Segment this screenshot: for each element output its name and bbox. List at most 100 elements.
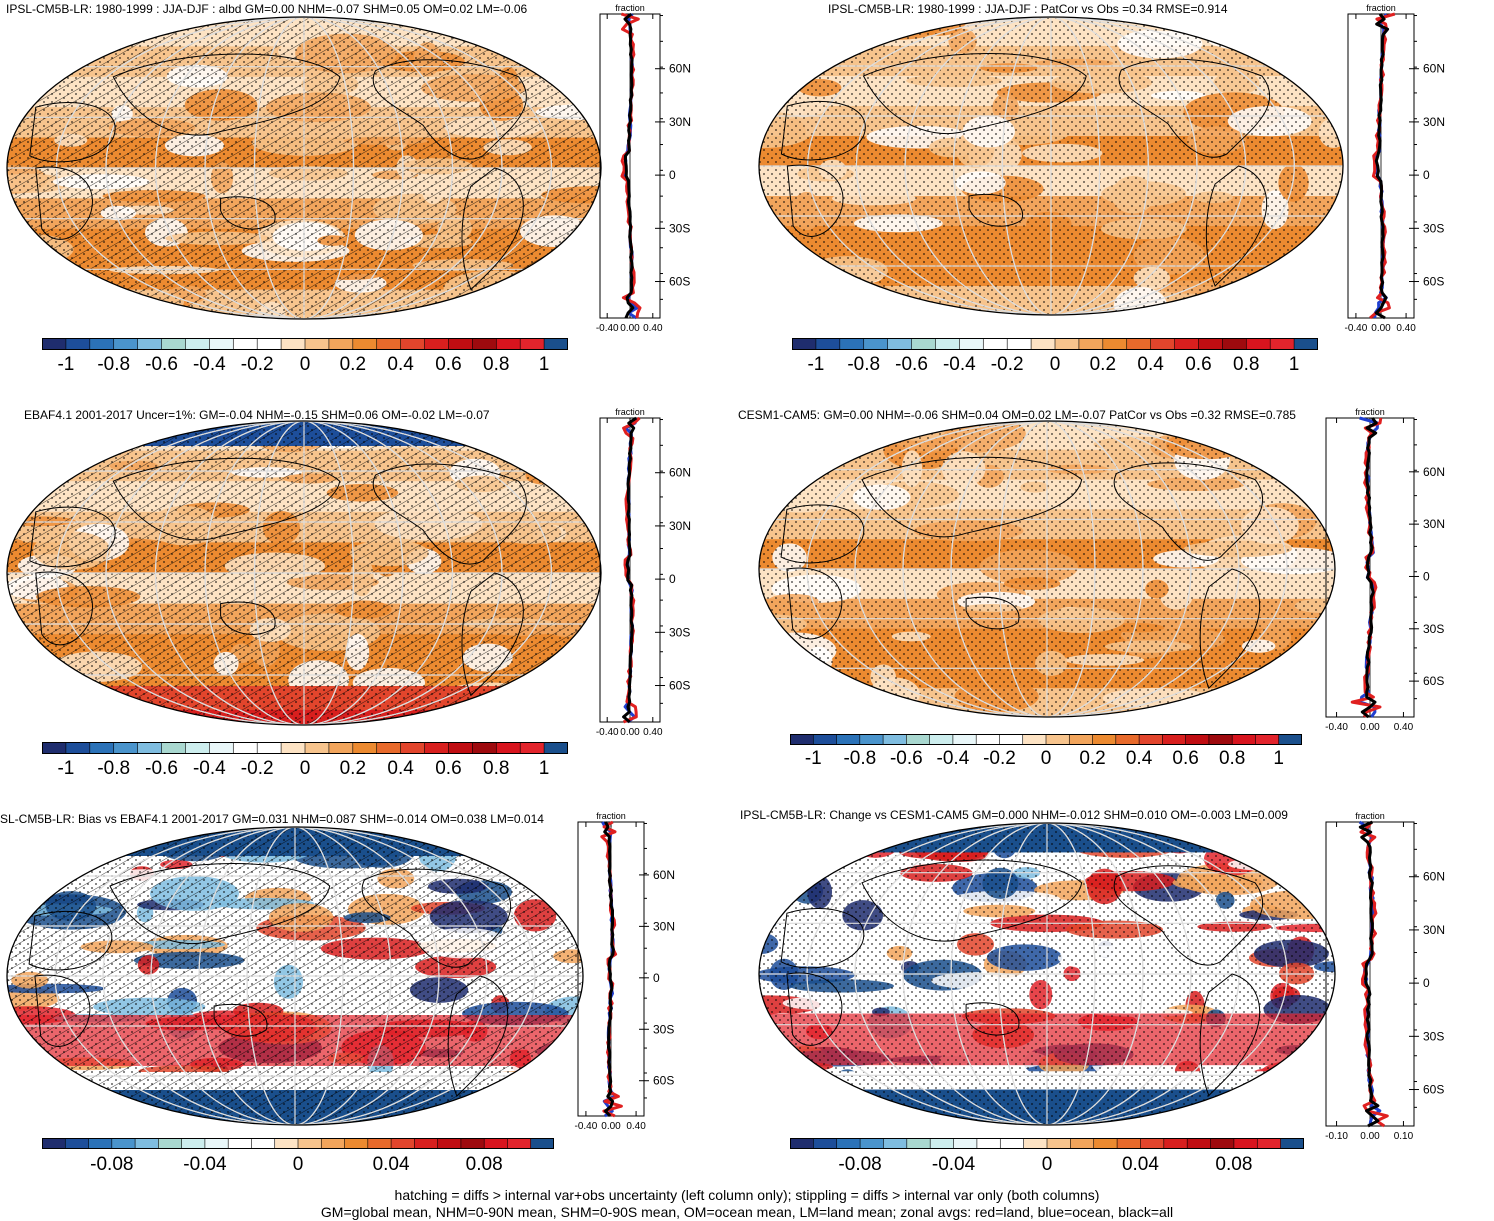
- albedo-change-map: [758, 822, 1336, 1126]
- zonal-lat-tick: 60S: [669, 275, 690, 289]
- colorbar-box: [952, 734, 977, 745]
- colorbar-box: [65, 1138, 90, 1149]
- colorbar-box: [1140, 1138, 1165, 1149]
- colorbar-labels: -0.08 -0.04 0 0.04 0.08: [790, 1154, 1304, 1176]
- colorbar-label: 1: [538, 758, 550, 779]
- zonal-lat-tick: 30N: [1423, 923, 1445, 937]
- zonal-lat-tick: 60N: [669, 466, 691, 480]
- colorbar-box: [111, 1138, 136, 1149]
- colorbar-label: -0.2: [983, 748, 1016, 769]
- zonal-axis-label: fraction: [1355, 407, 1385, 417]
- colorbar-box: [520, 742, 545, 754]
- zonal-lat-tick: 60S: [1423, 275, 1444, 289]
- colorbar-box: [1163, 1138, 1188, 1149]
- colorbar-box: [1047, 1138, 1071, 1149]
- colorbar: [42, 742, 568, 754]
- colorbar-label: 0.8: [1218, 748, 1246, 769]
- colorbar-box: [42, 338, 67, 350]
- colorbar-box: [251, 1138, 276, 1149]
- colorbar-box: [88, 1138, 113, 1149]
- zonal-x-tick: 0.40: [1396, 323, 1416, 334]
- colorbar-box: [1246, 338, 1271, 350]
- colorbar-box: [414, 1138, 439, 1149]
- colorbar-box: [1222, 338, 1247, 350]
- colorbar-box: [906, 734, 931, 745]
- colorbar-box: [1000, 1138, 1025, 1149]
- colorbar-box: [484, 1138, 508, 1149]
- colorbar-box: [860, 1138, 884, 1149]
- colorbar-box: [328, 338, 354, 350]
- zonal-axis-label: fraction: [1355, 811, 1385, 821]
- colorbar-box: [1187, 1138, 1212, 1149]
- colorbar-box: [1022, 734, 1047, 745]
- colorbar-labels: -1 -0.8 -0.6 -0.4 -0.2 0 0.2 0.4 0.6 0.8 1: [790, 748, 1302, 770]
- colorbar-label: -1: [57, 758, 75, 779]
- zonal-curve: [622, 416, 638, 724]
- colorbar-box: [1139, 734, 1163, 745]
- colorbar: [790, 734, 1302, 745]
- colorbar-box: [158, 1138, 183, 1149]
- colorbar-box: [1023, 1138, 1048, 1149]
- colorbar-labels: -1 -0.8 -0.6 -0.4 -0.2 0 0.2 0.4 0.6 0.8 1: [42, 354, 568, 376]
- albedo-map: [6, 420, 602, 726]
- colorbar-box: [1270, 338, 1295, 350]
- zonal-x-tick: -0.40: [596, 727, 619, 738]
- colorbar-label: -0.2: [240, 758, 274, 779]
- colorbar-label: -0.8: [97, 354, 131, 375]
- colorbar: [42, 1138, 554, 1149]
- colorbar-label: -0.04: [183, 1154, 227, 1175]
- colorbar-box: [400, 742, 426, 754]
- colorbar-box: [305, 338, 330, 350]
- colorbar-box: [135, 1138, 159, 1149]
- colorbar: [42, 338, 568, 350]
- colorbar-box: [460, 1138, 485, 1149]
- colorbar-label: 1: [1288, 354, 1300, 375]
- colorbar-box: [298, 1138, 322, 1149]
- colorbar-box: [1255, 734, 1280, 745]
- colorbar-box: [1031, 338, 1056, 350]
- zonal-lat-tick: 30S: [669, 625, 690, 639]
- colorbar-box: [1162, 734, 1187, 745]
- zonal-lat-tick: 60S: [1423, 1083, 1444, 1097]
- colorbar-label: -0.8: [843, 748, 877, 769]
- zonal-x-tick: 0.40: [643, 727, 663, 738]
- colorbar-label: -0.8: [847, 354, 881, 375]
- colorbar-box: [352, 338, 378, 350]
- colorbar-box: [42, 742, 67, 754]
- zonal-curve: [1358, 820, 1380, 1128]
- colorbar-box: [790, 1138, 814, 1149]
- colorbar-box: [209, 742, 234, 754]
- colorbar-label: -1: [807, 354, 825, 375]
- zonal-lat-tick: 30N: [653, 919, 675, 933]
- colorbar: [790, 1138, 1304, 1149]
- colorbar-box: [887, 338, 913, 350]
- colorbar-label: 0.6: [1172, 748, 1199, 769]
- zonal-axis-label: fraction: [615, 407, 645, 417]
- colorbar-box: [815, 338, 841, 350]
- colorbar-label: 0.8: [483, 354, 510, 375]
- colorbar-box: [911, 338, 936, 350]
- colorbar-box: [233, 742, 258, 754]
- zonal-lat-tick: 0: [669, 168, 676, 182]
- zonal-lat-tick: 30S: [1423, 221, 1444, 235]
- panel-title: IPSL-CM5B-LR: 1980-1999 : JJA-DJF : PatC…: [828, 2, 1228, 16]
- colorbar-label: 0.2: [339, 354, 367, 375]
- colorbar-label: 0.08: [1215, 1154, 1253, 1175]
- colorbar-box: [1078, 338, 1104, 350]
- colorbar-label: -0.4: [192, 354, 226, 375]
- colorbar-box: [544, 742, 568, 754]
- colorbar-box: [930, 1138, 955, 1149]
- zonal-lat-tick: 0: [1423, 976, 1430, 990]
- colorbar-label: 0.2: [339, 758, 367, 779]
- zonal-lat-tick: 0: [1423, 569, 1430, 583]
- panel-title: IPSL-CM5B-LR: Change vs CESM1-CAM5 GM=0.…: [740, 808, 1288, 822]
- zonal-lat-tick: 30S: [653, 1022, 674, 1036]
- colorbar-label: 1: [538, 354, 550, 375]
- colorbar-box: [281, 742, 306, 754]
- colorbar-label: 0.04: [1121, 1154, 1159, 1175]
- zonal-axis-label: fraction: [615, 3, 645, 13]
- zonal-lat-tick: 30N: [1423, 115, 1445, 129]
- colorbar-label: -0.2: [240, 354, 274, 375]
